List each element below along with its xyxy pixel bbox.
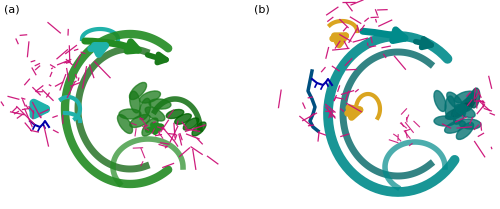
Ellipse shape — [464, 93, 476, 111]
Ellipse shape — [184, 118, 198, 130]
Ellipse shape — [454, 91, 475, 103]
Ellipse shape — [149, 99, 171, 109]
Ellipse shape — [119, 109, 141, 119]
Ellipse shape — [130, 115, 150, 127]
Ellipse shape — [434, 90, 446, 111]
Ellipse shape — [145, 107, 165, 121]
Ellipse shape — [445, 96, 455, 118]
Ellipse shape — [470, 88, 480, 108]
Text: (a): (a) — [4, 4, 20, 14]
Ellipse shape — [166, 110, 184, 119]
Ellipse shape — [192, 122, 206, 136]
Ellipse shape — [446, 108, 464, 119]
Ellipse shape — [456, 122, 473, 139]
Ellipse shape — [447, 92, 463, 110]
Ellipse shape — [434, 116, 456, 126]
Ellipse shape — [118, 115, 132, 134]
Ellipse shape — [444, 121, 466, 133]
Ellipse shape — [458, 98, 472, 114]
Ellipse shape — [140, 98, 150, 120]
Ellipse shape — [142, 118, 158, 136]
Ellipse shape — [130, 91, 140, 113]
Ellipse shape — [130, 83, 146, 99]
Ellipse shape — [452, 103, 468, 117]
Text: (b): (b) — [254, 4, 270, 14]
Ellipse shape — [140, 91, 160, 103]
Ellipse shape — [455, 104, 475, 118]
Ellipse shape — [459, 119, 481, 129]
Ellipse shape — [174, 114, 192, 124]
Ellipse shape — [454, 104, 466, 124]
